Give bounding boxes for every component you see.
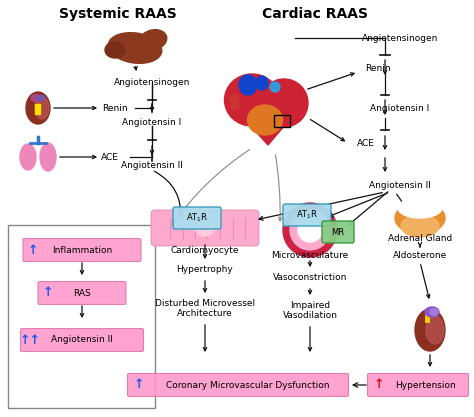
Ellipse shape (247, 105, 283, 135)
Ellipse shape (425, 307, 439, 317)
Text: Cardiomyocyte: Cardiomyocyte (171, 246, 239, 254)
Ellipse shape (20, 144, 36, 170)
Ellipse shape (256, 76, 268, 90)
Text: Coronary Microvascular Dysfunction: Coronary Microvascular Dysfunction (166, 380, 330, 389)
Text: Systemic RAAS: Systemic RAAS (59, 7, 177, 21)
Text: RAS: RAS (73, 289, 91, 297)
Text: Renin: Renin (365, 63, 391, 73)
Text: ACE: ACE (101, 153, 119, 161)
Text: Angiotensinogen: Angiotensinogen (362, 33, 438, 43)
Polygon shape (232, 105, 302, 145)
Text: Hypertrophy: Hypertrophy (177, 266, 233, 274)
Text: ↑: ↑ (27, 244, 38, 256)
Text: Angiotensin I: Angiotensin I (370, 103, 429, 113)
Text: Cardiac RAAS: Cardiac RAAS (262, 7, 368, 21)
Text: Impaired: Impaired (290, 301, 330, 311)
Text: ↑: ↑ (374, 379, 384, 392)
Text: AT$_1$R: AT$_1$R (296, 209, 319, 221)
Text: Architecture: Architecture (177, 309, 233, 319)
Bar (229, 95, 240, 110)
Ellipse shape (105, 42, 125, 58)
Ellipse shape (283, 203, 337, 257)
Ellipse shape (260, 79, 308, 127)
Text: AT$_1$R: AT$_1$R (186, 212, 208, 224)
Ellipse shape (270, 82, 280, 92)
Text: Microvasculature: Microvasculature (272, 251, 348, 259)
Text: Vasodilation: Vasodilation (283, 311, 337, 321)
Text: Renin: Renin (102, 103, 128, 113)
Text: Adrenal Gland: Adrenal Gland (388, 234, 452, 243)
Ellipse shape (37, 95, 45, 100)
Ellipse shape (298, 218, 322, 242)
Text: Vasoconstriction: Vasoconstriction (273, 274, 347, 282)
FancyBboxPatch shape (283, 204, 331, 226)
Ellipse shape (430, 309, 438, 316)
Text: Angiotensin II: Angiotensin II (369, 181, 431, 189)
FancyBboxPatch shape (38, 281, 126, 304)
Text: ACE: ACE (357, 138, 375, 148)
Text: Disturbed Microvessel: Disturbed Microvessel (155, 299, 255, 309)
Ellipse shape (401, 215, 439, 237)
Ellipse shape (195, 220, 215, 236)
Ellipse shape (108, 33, 162, 63)
Bar (8, 225, 155, 408)
Ellipse shape (415, 309, 445, 351)
Text: Angiotensinogen: Angiotensinogen (114, 78, 190, 86)
Ellipse shape (225, 74, 280, 126)
FancyBboxPatch shape (367, 374, 468, 397)
Text: ↑: ↑ (42, 286, 53, 299)
Text: Inflammation: Inflammation (52, 246, 112, 254)
FancyBboxPatch shape (322, 221, 354, 243)
Text: Angiotensin II: Angiotensin II (51, 336, 113, 344)
FancyBboxPatch shape (23, 239, 141, 261)
FancyBboxPatch shape (173, 207, 221, 229)
Ellipse shape (239, 75, 257, 95)
Ellipse shape (426, 316, 444, 344)
Ellipse shape (40, 143, 56, 171)
Text: ↑: ↑ (134, 379, 144, 392)
Ellipse shape (26, 92, 50, 124)
FancyBboxPatch shape (20, 329, 144, 352)
Ellipse shape (290, 210, 330, 250)
Text: Hypertension: Hypertension (396, 380, 456, 389)
Text: Aldosterone: Aldosterone (393, 251, 447, 259)
Text: ↑↑: ↑↑ (19, 334, 40, 347)
Ellipse shape (31, 95, 41, 101)
Text: Angiotensin II: Angiotensin II (121, 161, 183, 169)
Bar (35, 104, 40, 114)
Ellipse shape (398, 198, 442, 218)
Ellipse shape (395, 202, 445, 234)
Text: Angiotensin I: Angiotensin I (122, 118, 182, 126)
Text: MR: MR (331, 228, 345, 236)
Ellipse shape (35, 97, 49, 119)
FancyBboxPatch shape (151, 210, 259, 246)
Ellipse shape (139, 30, 167, 50)
FancyBboxPatch shape (128, 374, 348, 397)
